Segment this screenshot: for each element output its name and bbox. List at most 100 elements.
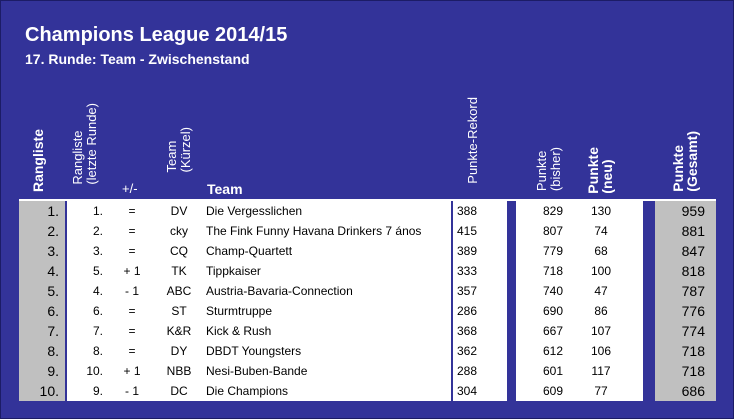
cell-team: Die Champions xyxy=(206,384,289,398)
cell-bisher: 829 xyxy=(542,204,564,218)
header-rangliste: Rangliste xyxy=(30,129,46,193)
cell-prev-rank: 5. xyxy=(92,264,103,278)
cell-total: 787 xyxy=(681,283,705,299)
header-team: Team xyxy=(207,181,243,197)
header-diff: +/- xyxy=(122,181,138,196)
cell-prev-rank: 9. xyxy=(92,384,103,398)
cell-rank: 4. xyxy=(47,263,59,279)
cell-rank: 2. xyxy=(47,223,59,239)
cell-abbr: NBB xyxy=(166,364,192,378)
cell-bisher: 740 xyxy=(542,284,564,298)
cell-diff: = xyxy=(128,224,136,238)
header-team-kurz: Team (Kürzel) xyxy=(164,127,193,173)
cell-abbr: DC xyxy=(170,384,188,398)
cell-abbr: TK xyxy=(171,264,187,278)
row-separator xyxy=(19,400,716,401)
cell-bisher: 667 xyxy=(542,324,564,338)
cell-total: 774 xyxy=(681,323,705,339)
cell-total: 718 xyxy=(681,363,705,379)
cell-diff: = xyxy=(128,344,136,358)
cell-neu: 107 xyxy=(590,324,612,338)
header-gesamt: Punkte (Gesamt) xyxy=(670,131,700,192)
cell-rekord: 304 xyxy=(457,384,478,398)
cell-total: 776 xyxy=(681,303,705,319)
cell-total: 847 xyxy=(681,243,705,259)
cell-rekord: 333 xyxy=(457,264,478,278)
cell-diff: - 1 xyxy=(124,284,139,298)
cell-bisher: 690 xyxy=(542,304,564,318)
cell-prev-rank: 3. xyxy=(92,244,103,258)
cell-rekord: 362 xyxy=(457,344,478,358)
cell-rekord: 388 xyxy=(457,204,478,218)
cell-neu: 77 xyxy=(594,384,608,398)
cell-rekord: 368 xyxy=(457,324,478,338)
cell-rekord: 288 xyxy=(457,364,478,378)
cell-total: 686 xyxy=(681,383,705,399)
cell-team: DBDT Youngsters xyxy=(206,344,302,358)
cell-team: The Fink Funny Havana Drinkers 7 ános xyxy=(206,224,422,238)
main-column-bg xyxy=(67,201,451,401)
points-column-bg xyxy=(516,201,643,401)
header-rekord: Punkte-Rekord xyxy=(465,97,480,184)
cell-team: Sturmtruppe xyxy=(206,304,273,318)
cell-prev-rank: 10. xyxy=(86,364,103,378)
cell-diff: = xyxy=(128,204,136,218)
cell-abbr: K&R xyxy=(166,324,192,338)
total-column-bg xyxy=(655,201,716,401)
cell-rank: 8. xyxy=(47,343,59,359)
cell-bisher: 779 xyxy=(542,244,564,258)
cell-abbr: DY xyxy=(170,344,188,358)
cell-bisher: 601 xyxy=(542,364,564,378)
cell-prev-rank: 7. xyxy=(92,324,103,338)
cell-team: Kick & Rush xyxy=(206,324,272,338)
cell-prev-rank: 1. xyxy=(92,204,103,218)
cell-abbr: ST xyxy=(171,304,187,318)
cell-total: 881 xyxy=(681,223,705,239)
cell-bisher: 612 xyxy=(542,344,564,358)
cell-team: Austria-Bavaria-Connection xyxy=(206,284,353,298)
cell-neu: 68 xyxy=(594,244,608,258)
header-bisher: Punkte (bisher) xyxy=(534,147,563,192)
header-neu: Punkte (neu) xyxy=(585,147,615,194)
cell-neu: 117 xyxy=(591,364,611,378)
cell-rekord: 389 xyxy=(457,244,478,258)
cell-team: Die Vergesslichen xyxy=(206,204,303,218)
cell-bisher: 609 xyxy=(542,384,564,398)
cell-abbr: ABC xyxy=(166,284,192,298)
cell-abbr: cky xyxy=(170,224,188,238)
cell-rekord: 286 xyxy=(457,304,478,318)
cell-team: Champ-Quartett xyxy=(206,244,293,258)
cell-rank: 10. xyxy=(39,383,59,399)
cell-bisher: 807 xyxy=(542,224,564,238)
cell-rank: 7. xyxy=(47,323,59,339)
cell-prev-rank: 8. xyxy=(92,344,103,358)
cell-rank: 9. xyxy=(47,363,59,379)
cell-abbr: CQ xyxy=(170,244,188,258)
cell-diff: + 1 xyxy=(123,264,141,278)
cell-diff: + 1 xyxy=(123,364,141,378)
page-subtitle: 17. Runde: Team - Zwischenstand xyxy=(25,51,250,67)
cell-diff: = xyxy=(128,244,136,258)
page-title: Champions League 2014/15 xyxy=(25,24,288,46)
rekord-column-bg xyxy=(453,201,507,401)
header-rangliste-letzte: Rangliste (letzte Runde) xyxy=(70,103,99,185)
cell-abbr: DV xyxy=(170,204,188,218)
cell-rank: 3. xyxy=(47,243,59,259)
cell-rank: 5. xyxy=(47,283,59,299)
cell-bisher: 718 xyxy=(542,264,564,278)
cell-total: 718 xyxy=(681,343,705,359)
cell-rank: 6. xyxy=(47,303,59,319)
rank-column-bg xyxy=(19,201,65,401)
cell-neu: 47 xyxy=(594,284,608,298)
cell-prev-rank: 2. xyxy=(92,224,103,238)
cell-diff: - 1 xyxy=(124,384,139,398)
cell-total: 818 xyxy=(681,263,705,279)
cell-diff: = xyxy=(128,324,136,338)
cell-team: Nesi-Buben-Bande xyxy=(206,364,308,378)
cell-neu: 106 xyxy=(590,344,612,358)
cell-neu: 130 xyxy=(590,204,612,218)
cell-rank: 1. xyxy=(47,203,59,219)
cell-rekord: 415 xyxy=(457,224,478,238)
cell-diff: = xyxy=(128,304,136,318)
